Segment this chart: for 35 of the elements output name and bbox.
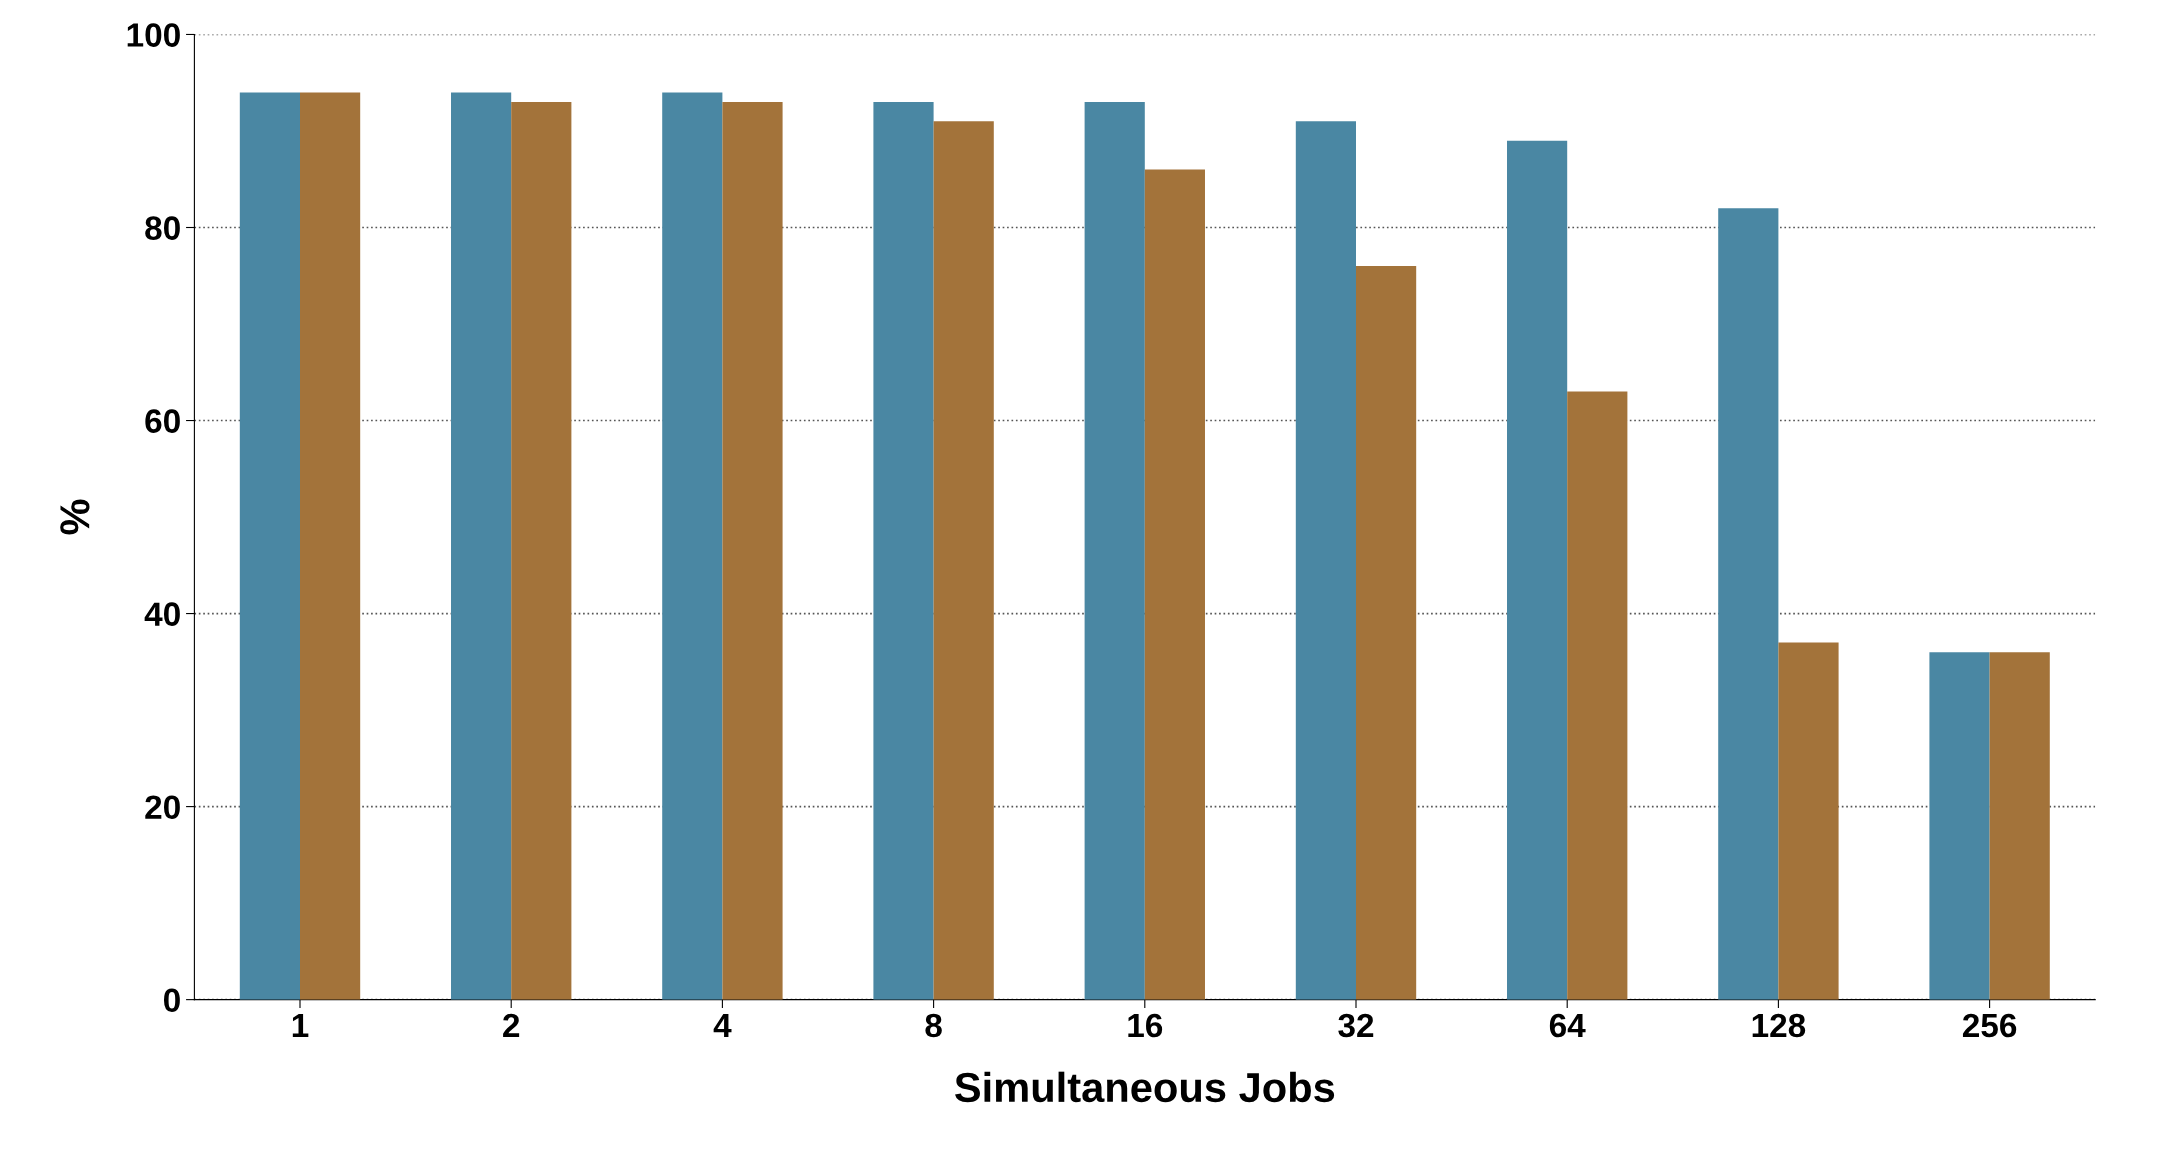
bar <box>1295 121 1356 1000</box>
y-tick-label: 20 <box>145 795 180 819</box>
bar <box>933 121 994 1000</box>
bar <box>1084 102 1145 1000</box>
bar <box>722 102 783 1000</box>
bar <box>300 92 361 1000</box>
x-tick-label: 64 <box>1549 1013 1586 1038</box>
y-tick-label: 100 <box>127 23 180 47</box>
x-tick-label: 32 <box>1338 1013 1374 1038</box>
x-axis-title: Simultaneous Jobs <box>955 1071 1335 1103</box>
x-tick-label: 16 <box>1128 1013 1163 1038</box>
bar <box>662 92 723 1000</box>
y-tick-label: 60 <box>145 409 180 433</box>
x-tick-label: 1 <box>292 1014 309 1037</box>
x-tick-label: 2 <box>503 1013 520 1037</box>
bar <box>451 92 512 1000</box>
y-tick-label: 40 <box>144 602 180 626</box>
bar <box>1929 652 1990 1000</box>
bar <box>873 102 934 1000</box>
y-tick-label: 80 <box>145 216 180 240</box>
x-tick-label: 8 <box>925 1013 942 1038</box>
y-tick-label: 0 <box>163 988 180 1013</box>
bar <box>511 102 572 1000</box>
bar <box>1567 391 1628 1000</box>
x-tick-label: 4 <box>713 1014 732 1037</box>
bar <box>1989 652 2050 1000</box>
x-tick-label: 128 <box>1752 1013 1806 1038</box>
y-axis-title: % <box>60 499 90 535</box>
bar <box>1144 169 1205 1000</box>
bar <box>1356 266 1417 1000</box>
bar <box>1507 140 1568 1000</box>
bar <box>1778 642 1839 1000</box>
x-tick-label: 256 <box>1962 1013 2017 1038</box>
bar <box>239 92 300 1000</box>
bar <box>1718 208 1779 1000</box>
